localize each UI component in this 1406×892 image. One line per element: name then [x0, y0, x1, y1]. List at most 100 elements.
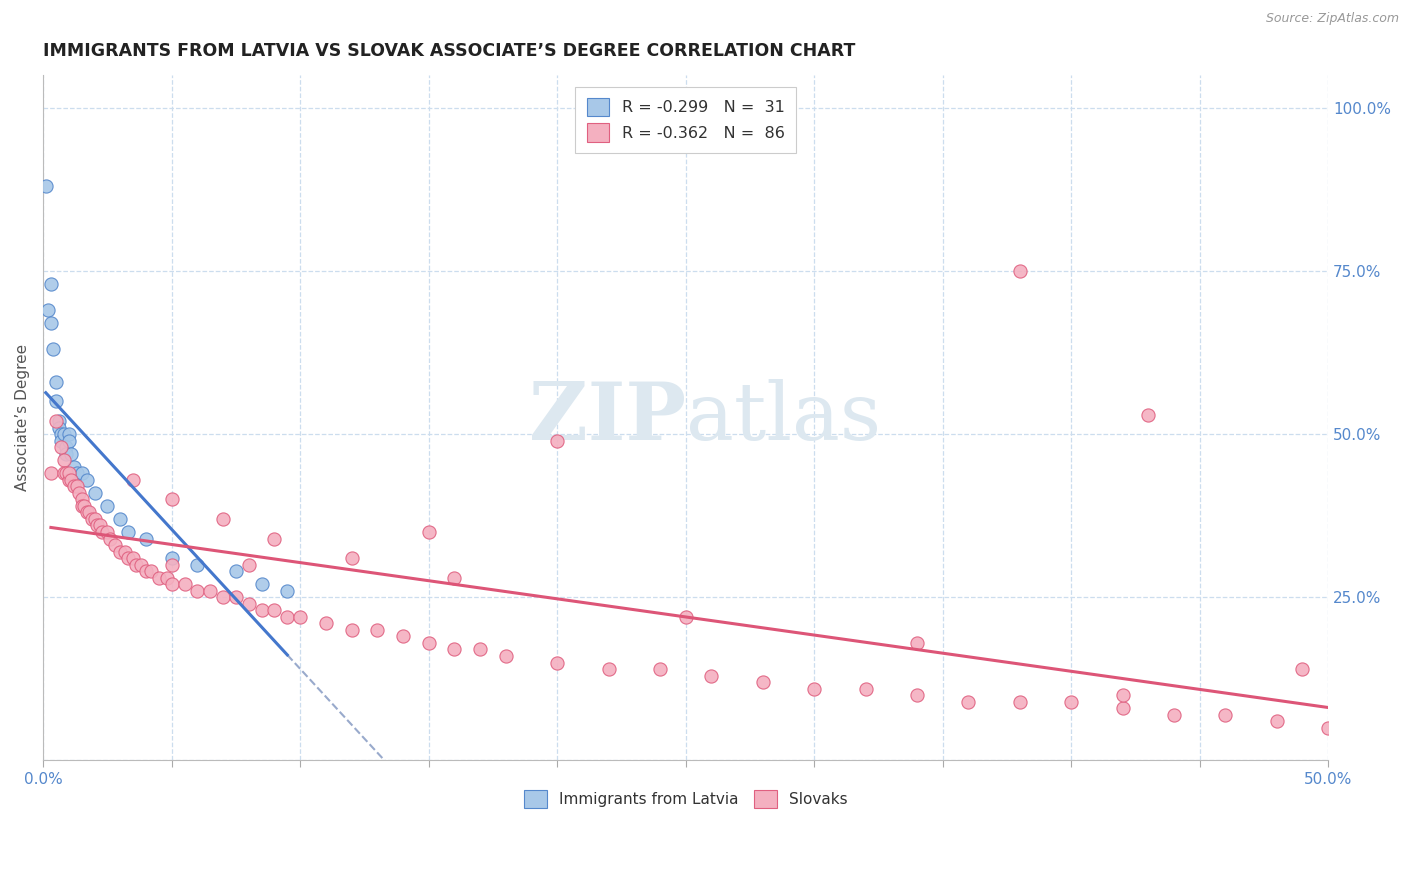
Point — [276, 583, 298, 598]
Point — [648, 662, 671, 676]
Point — [129, 558, 152, 572]
Point — [125, 558, 148, 572]
Point — [96, 524, 118, 539]
Point — [1008, 695, 1031, 709]
Point — [1163, 707, 1185, 722]
Point — [250, 603, 273, 617]
Point — [37, 303, 59, 318]
Point — [700, 668, 723, 682]
Point — [1265, 714, 1288, 729]
Point — [1317, 721, 1340, 735]
Point — [60, 447, 83, 461]
Point — [392, 629, 415, 643]
Point — [48, 420, 70, 434]
Point — [212, 512, 235, 526]
Point — [79, 505, 101, 519]
Point — [48, 414, 70, 428]
Point — [155, 571, 177, 585]
Point — [73, 499, 96, 513]
Point — [55, 447, 77, 461]
Point — [63, 479, 86, 493]
Point — [135, 532, 157, 546]
Text: atlas: atlas — [686, 379, 880, 457]
Point — [89, 518, 111, 533]
Point — [39, 467, 62, 481]
Point — [65, 467, 87, 481]
Point — [1215, 707, 1237, 722]
Point — [238, 597, 260, 611]
Point — [80, 512, 103, 526]
Point — [86, 518, 108, 533]
Point — [45, 394, 67, 409]
Point — [51, 427, 73, 442]
Point — [1291, 662, 1313, 676]
Point — [135, 564, 157, 578]
Point — [225, 564, 247, 578]
Point — [58, 467, 80, 481]
Point — [546, 434, 568, 448]
Point — [110, 512, 132, 526]
Point — [160, 492, 183, 507]
Point — [957, 695, 980, 709]
Point — [200, 583, 222, 598]
Point — [104, 538, 127, 552]
Text: IMMIGRANTS FROM LATVIA VS SLOVAK ASSOCIATE’S DEGREE CORRELATION CHART: IMMIGRANTS FROM LATVIA VS SLOVAK ASSOCIA… — [44, 42, 856, 60]
Point — [340, 623, 363, 637]
Point — [52, 427, 75, 442]
Point — [70, 467, 93, 481]
Point — [60, 473, 83, 487]
Point — [290, 610, 312, 624]
Point — [63, 459, 86, 474]
Point — [443, 642, 465, 657]
Point — [117, 524, 139, 539]
Point — [76, 473, 98, 487]
Point — [173, 577, 195, 591]
Point — [186, 558, 208, 572]
Text: ZIP: ZIP — [529, 379, 686, 457]
Point — [42, 343, 65, 357]
Point — [443, 571, 465, 585]
Point — [905, 688, 928, 702]
Point — [65, 479, 87, 493]
Point — [315, 616, 337, 631]
Point — [52, 453, 75, 467]
Point — [1137, 408, 1160, 422]
Point — [225, 591, 247, 605]
Point — [418, 524, 440, 539]
Point — [52, 467, 75, 481]
Text: Source: ZipAtlas.com: Source: ZipAtlas.com — [1265, 12, 1399, 25]
Point — [45, 375, 67, 389]
Point — [418, 636, 440, 650]
Y-axis label: Associate’s Degree: Associate’s Degree — [15, 344, 30, 491]
Point — [58, 473, 80, 487]
Point — [76, 505, 98, 519]
Point — [122, 551, 145, 566]
Point — [96, 499, 118, 513]
Legend: Immigrants from Latvia, Slovaks: Immigrants from Latvia, Slovaks — [517, 783, 853, 814]
Point — [675, 610, 697, 624]
Point — [51, 440, 73, 454]
Point — [186, 583, 208, 598]
Point — [110, 544, 132, 558]
Point — [98, 532, 121, 546]
Point — [1111, 688, 1133, 702]
Point — [263, 603, 285, 617]
Point — [160, 577, 183, 591]
Point — [495, 648, 517, 663]
Point — [51, 434, 73, 448]
Point — [276, 610, 298, 624]
Point — [905, 636, 928, 650]
Point — [1008, 264, 1031, 278]
Point — [39, 316, 62, 330]
Point — [117, 551, 139, 566]
Point — [45, 414, 67, 428]
Point — [39, 277, 62, 291]
Point — [1060, 695, 1083, 709]
Point — [546, 656, 568, 670]
Point — [70, 492, 93, 507]
Point — [67, 486, 90, 500]
Point — [238, 558, 260, 572]
Point — [58, 427, 80, 442]
Point — [160, 558, 183, 572]
Point — [148, 571, 170, 585]
